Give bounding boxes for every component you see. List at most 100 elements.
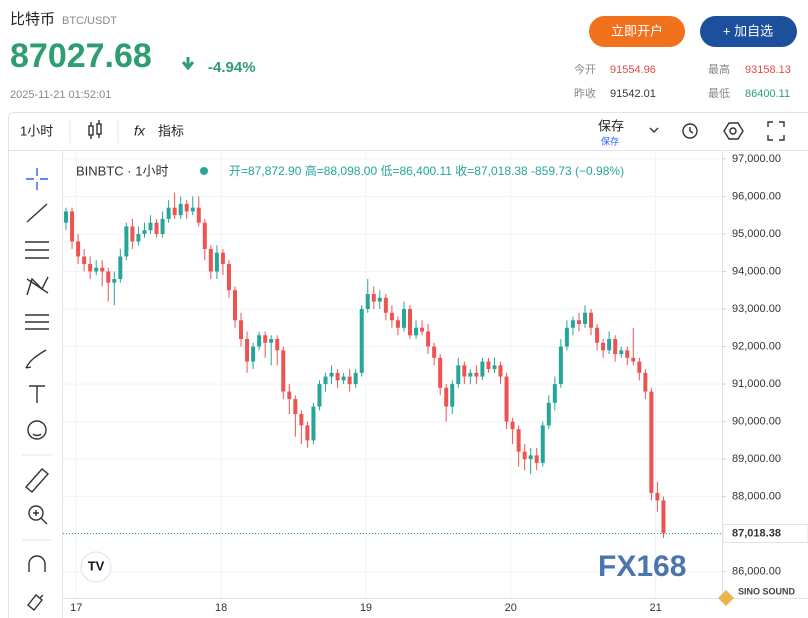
- candle-body: [619, 350, 624, 355]
- candle-body: [444, 387, 449, 407]
- candle-body: [232, 290, 237, 321]
- open-account-button[interactable]: [589, 16, 685, 47]
- candle-body: [94, 267, 99, 272]
- pattern-tool[interactable]: [26, 276, 49, 296]
- candle-body: [601, 342, 606, 351]
- candle-body: [287, 391, 292, 400]
- candle-body: [365, 293, 370, 310]
- candle-body: [82, 256, 87, 264]
- candle-body: [305, 425, 310, 441]
- interval[interactable]: 1小时: [20, 123, 53, 138]
- ruler-tool[interactable]: [24, 468, 50, 493]
- indicators[interactable]: 指标: [158, 123, 184, 138]
- x-tick-label: 19: [360, 602, 372, 614]
- candle-body: [456, 365, 461, 385]
- y-tick-label: 86,000.00: [732, 566, 781, 578]
- text-tool[interactable]: [29, 385, 45, 403]
- save[interactable]: 保存: [598, 118, 624, 133]
- candle-body: [124, 226, 129, 257]
- watchlist-label: + 加自选: [723, 23, 773, 38]
- candle-body: [347, 376, 352, 385]
- tv-logo-text: TV: [88, 558, 105, 573]
- candle-body: [389, 312, 394, 321]
- candle-body: [220, 252, 225, 264]
- crosshair-tool[interactable]: [26, 168, 48, 190]
- fx-icon[interactable]: fx: [134, 123, 146, 139]
- tv-logo[interactable]: [80, 551, 112, 583]
- candle-body: [299, 414, 304, 426]
- candle-body: [160, 218, 165, 234]
- candle-body: [214, 252, 219, 272]
- candle-body: [576, 320, 581, 325]
- watchlist-button[interactable]: [700, 16, 797, 47]
- down-arrow: [181, 57, 195, 71]
- candles: [64, 192, 666, 538]
- y-tick-label: 90,000.00: [732, 416, 781, 428]
- candle-body: [178, 203, 183, 216]
- projection-tool[interactable]: [25, 314, 49, 330]
- trendline-tool[interactable]: [26, 203, 48, 223]
- lock-tool[interactable]: [27, 594, 44, 611]
- candle-body: [76, 241, 81, 257]
- open-account-label: 立即开户: [611, 23, 663, 38]
- candle-body: [172, 207, 177, 216]
- alert-icon[interactable]: [682, 123, 698, 139]
- x-tick-label: 18: [215, 602, 227, 614]
- candle-body: [136, 233, 141, 242]
- candle-body: [558, 346, 563, 385]
- candle-body: [589, 312, 594, 328]
- candle-body: [462, 365, 467, 377]
- status-dot: [200, 167, 208, 175]
- candle-body: [401, 309, 406, 328]
- candle-body: [275, 339, 280, 351]
- candle-body: [70, 211, 75, 242]
- candle-body: [637, 361, 642, 373]
- fib-tool[interactable]: [25, 241, 49, 259]
- candle-body: [474, 372, 479, 377]
- settings-icon-core: [729, 127, 737, 135]
- candle-body: [655, 492, 660, 501]
- coin-name: 比特币: [10, 11, 55, 28]
- candle-body: [438, 357, 443, 388]
- candle-body: [317, 384, 322, 407]
- candle-body: [408, 309, 413, 336]
- candle-body: [371, 293, 376, 302]
- candle-body: [208, 248, 213, 272]
- candle-body: [196, 207, 201, 223]
- legend-values: 开=87,872.90 高=88,098.00 低=86,400.11 收=87…: [229, 163, 624, 178]
- emoji-tool[interactable]: [27, 420, 47, 440]
- save-sub: 保存: [601, 135, 619, 146]
- magnet-tool[interactable]: [28, 555, 46, 572]
- stat-label: 最低: [708, 87, 730, 100]
- y-tick-label: 97,000.00: [732, 153, 781, 165]
- zoom-tool[interactable]: [28, 505, 44, 521]
- candle-body: [534, 455, 539, 463]
- candle-body: [504, 376, 509, 422]
- settings-icon[interactable]: [723, 122, 744, 140]
- candle-body: [184, 203, 189, 212]
- y-tick-label: 95,000.00: [732, 228, 781, 240]
- candle-body: [607, 339, 612, 351]
- chevron[interactable]: [649, 127, 659, 133]
- candle-body: [552, 384, 557, 403]
- y-tick-label: 93,000.00: [732, 303, 781, 315]
- pair: BTC/USDT: [62, 15, 117, 27]
- fullscreen-icon[interactable]: [767, 121, 785, 141]
- stat-label: 最高: [708, 62, 730, 76]
- candle-body: [546, 402, 551, 426]
- brush-tool[interactable]: [25, 349, 47, 369]
- candle-body: [468, 372, 473, 377]
- candle-type-icon[interactable]: [88, 120, 102, 139]
- price: 87027.68: [10, 37, 152, 75]
- candle-body: [492, 365, 497, 370]
- x-tick-label: 20: [505, 602, 517, 614]
- x-tick-label: 21: [649, 602, 661, 614]
- candle-body: [118, 256, 123, 279]
- chart-panel: [8, 112, 808, 618]
- candle-body: [522, 451, 527, 460]
- candle-body: [293, 399, 298, 415]
- candle-body: [148, 222, 153, 231]
- candle-body: [661, 500, 666, 534]
- y-tick-label: 96,000.00: [732, 190, 781, 202]
- candle-body: [649, 391, 654, 493]
